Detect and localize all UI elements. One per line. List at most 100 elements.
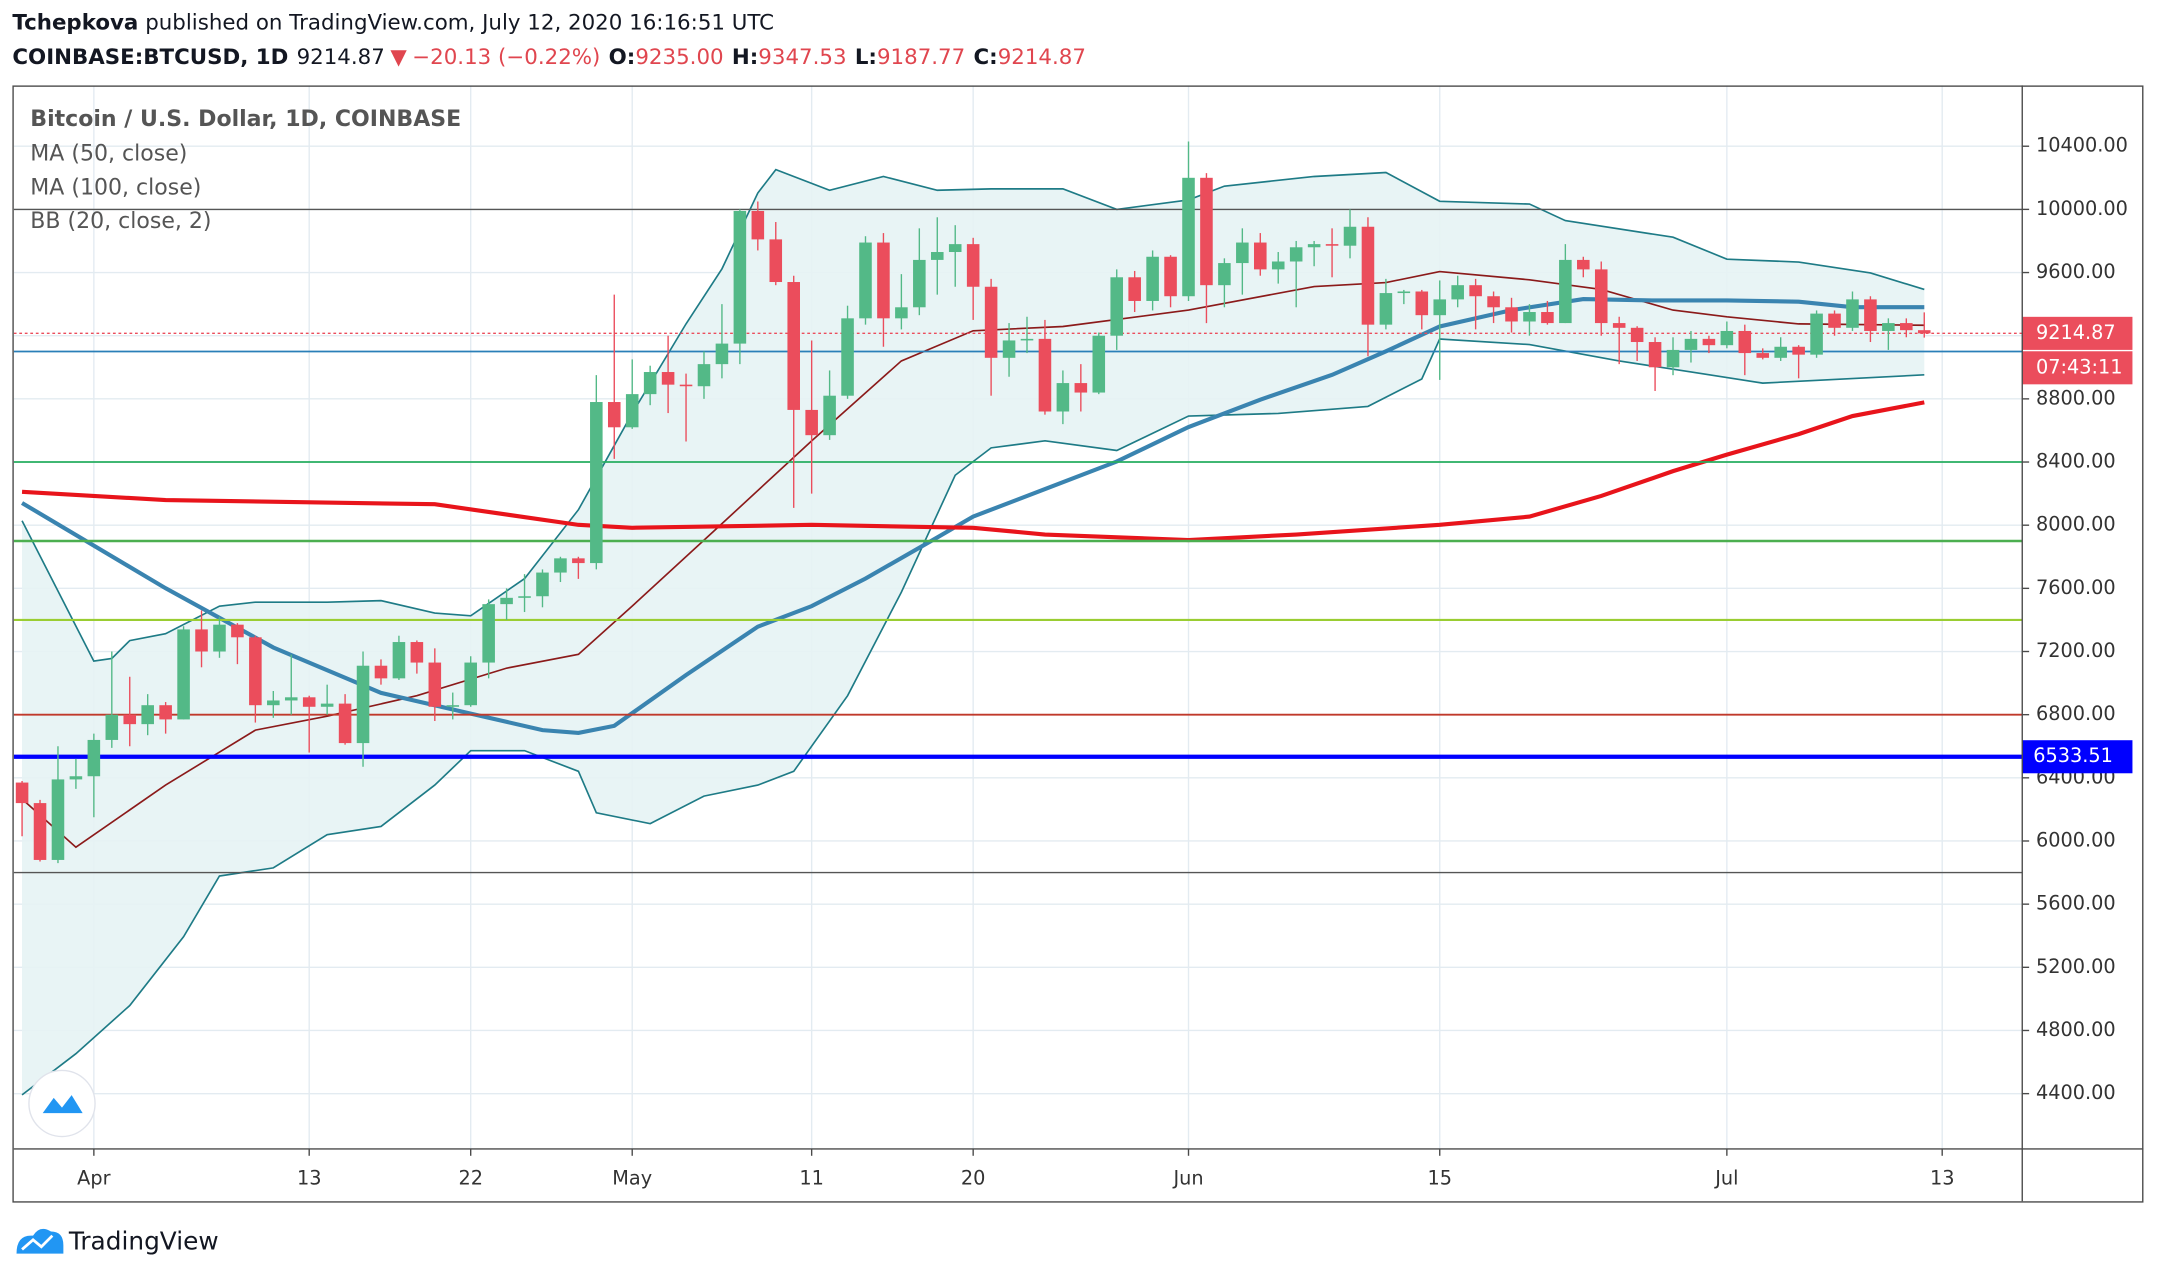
candle-body xyxy=(195,629,208,652)
last-price-box xyxy=(2022,316,2133,350)
candle-body xyxy=(392,642,406,679)
candle-body xyxy=(1397,291,1411,294)
candle-body xyxy=(1756,353,1770,358)
candle-body xyxy=(1146,256,1159,301)
y-tick-label: 8000.00 xyxy=(2036,513,2116,536)
candle-body xyxy=(607,402,621,428)
candle-body xyxy=(1594,269,1608,324)
y-tick-label: 4400.00 xyxy=(2036,1081,2116,1104)
candle-body xyxy=(697,364,711,387)
ohlc-label: L: xyxy=(855,45,877,70)
candle-body xyxy=(69,776,83,780)
ohlc-label: H: xyxy=(732,45,758,70)
candle-body xyxy=(1218,263,1231,286)
candle-body xyxy=(1182,177,1195,297)
candle-body xyxy=(446,705,460,707)
frame xyxy=(12,85,2144,1203)
candle-body xyxy=(1917,330,1931,334)
legend-item: MA (50, close) xyxy=(30,141,187,166)
axes: 4400.004800.005200.005600.006000.006400.… xyxy=(77,134,2133,1190)
candle-body xyxy=(410,642,424,663)
x-tick-label: 13 xyxy=(297,1167,322,1190)
candle-body xyxy=(1164,256,1177,297)
candle-body xyxy=(338,703,352,744)
candle-body xyxy=(33,803,47,860)
candle-body xyxy=(715,343,729,365)
candle-body xyxy=(1469,285,1482,297)
candle-body xyxy=(1433,299,1447,316)
ohlc-value: 9347.53 xyxy=(758,45,846,70)
watermark-logo xyxy=(28,1069,96,1138)
candle-body xyxy=(1200,177,1213,286)
bb-band xyxy=(22,169,1925,1095)
candle-body xyxy=(1307,244,1321,248)
candle-body xyxy=(1828,313,1841,328)
candle-body xyxy=(1648,342,1662,368)
candle-body xyxy=(1577,259,1590,270)
candle-body xyxy=(751,210,765,240)
candle-body xyxy=(1523,312,1536,322)
y-tick-label: 5600.00 xyxy=(2036,892,2116,915)
y-tick-label: 8800.00 xyxy=(2036,386,2116,409)
candle-body xyxy=(1002,340,1016,358)
ohlc-label: O: xyxy=(609,45,636,70)
candle-body xyxy=(1702,338,1716,346)
candle-body xyxy=(1271,261,1285,270)
x-tick-label: Jul xyxy=(1714,1167,1738,1190)
y-tick-label: 10000.00 xyxy=(2036,197,2128,220)
candle-body xyxy=(1038,338,1052,412)
y-tick-label: 5200.00 xyxy=(2036,955,2116,978)
candle-body xyxy=(500,597,513,605)
moving-average xyxy=(20,297,1925,735)
candle-body xyxy=(625,394,639,428)
y-tick-label: 9600.00 xyxy=(2036,260,2116,283)
candle-body xyxy=(1236,242,1249,264)
candle-body xyxy=(1666,349,1680,368)
candle-body xyxy=(428,662,442,707)
candle-body xyxy=(1074,383,1088,393)
candle-body xyxy=(302,697,316,707)
candle-body xyxy=(177,629,190,720)
y-tick-label: 6800.00 xyxy=(2036,702,2116,725)
candle-body xyxy=(590,402,603,564)
chart-title: Bitcoin / U.S. Dollar, 1D, COINBASE xyxy=(30,107,461,132)
ohlc-value: 9214.87 xyxy=(998,45,1086,70)
candle-body xyxy=(284,697,298,701)
candle-body xyxy=(679,384,693,387)
candle-body xyxy=(1361,226,1375,325)
candle-body xyxy=(1684,338,1698,350)
candle-body xyxy=(661,372,675,385)
x-tick-label: May xyxy=(612,1167,652,1190)
y-tick-label: 10400.00 xyxy=(2036,134,2128,157)
y-tick-label: 4800.00 xyxy=(2036,1018,2116,1041)
candle-body xyxy=(141,705,154,725)
y-tick-label: 6000.00 xyxy=(2036,828,2116,851)
candle-body xyxy=(1128,277,1141,301)
candle-body xyxy=(1738,330,1752,354)
candle-body xyxy=(805,409,818,436)
y-tick-label: 8400.00 xyxy=(2036,450,2116,473)
bb-upper xyxy=(21,168,1925,663)
candles xyxy=(15,141,1931,864)
candle-body xyxy=(1774,346,1787,358)
candle-body xyxy=(123,714,137,725)
candle-body xyxy=(913,259,926,308)
candle-body xyxy=(482,604,495,663)
countdown: 07:43:11 xyxy=(2036,355,2123,378)
published: published on TradingView.com, July 12, 2… xyxy=(145,10,774,35)
candle-body xyxy=(1612,323,1626,328)
candle-body xyxy=(895,307,908,319)
candle-body xyxy=(1541,312,1554,324)
candle-body xyxy=(1092,335,1106,393)
candle-body xyxy=(1559,259,1572,324)
ohlc-value: 9187.77 xyxy=(877,45,965,70)
candle-body xyxy=(15,782,29,804)
candle-body xyxy=(1020,338,1034,341)
header-quote: COINBASE:BTCUSD, 1D 9214.87 ▼ −20.13 (−0.22… xyxy=(12,45,1086,70)
bb-basis xyxy=(21,270,1925,849)
candle-body xyxy=(1379,293,1393,325)
levels xyxy=(13,208,2023,874)
candle-body xyxy=(1415,291,1429,316)
